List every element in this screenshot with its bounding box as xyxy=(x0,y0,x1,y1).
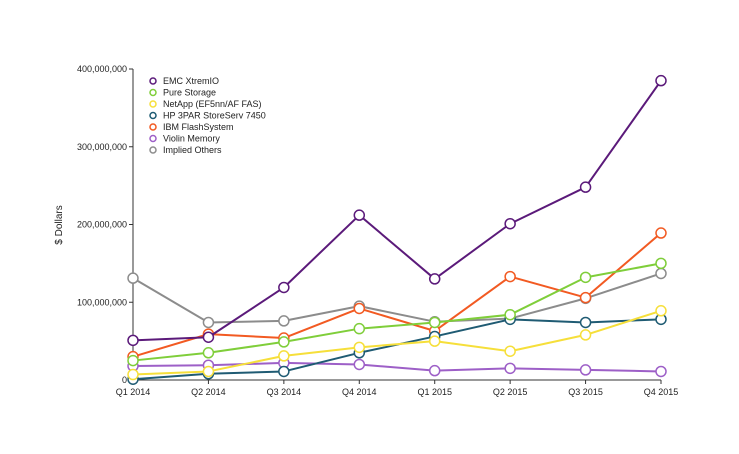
axes: 0 100,000,000 200,000,000 300,000,000 400,00… xyxy=(77,64,678,397)
series-line xyxy=(132,232,662,358)
data-point xyxy=(579,329,592,341)
series-netapp-ef5nn-af-fas- xyxy=(127,305,667,381)
legend-marker xyxy=(149,100,157,108)
data-point xyxy=(428,273,441,285)
data-point xyxy=(579,316,592,329)
legend-item: Violin Memory xyxy=(149,134,220,144)
legend-label: Implied Others xyxy=(163,145,222,155)
legend-item: HP 3PAR StoreServ 7450 xyxy=(149,111,266,121)
data-point xyxy=(504,308,516,321)
series-line xyxy=(132,262,662,362)
data-point xyxy=(353,322,366,335)
legend-label: HP 3PAR StoreServ 7450 xyxy=(163,111,266,121)
x-tick-label: Q3 2014 xyxy=(267,387,302,397)
data-point xyxy=(278,336,290,348)
legend-label: EMC XtremIO xyxy=(163,76,219,86)
data-point xyxy=(579,291,592,304)
legend-label: Violin Memory xyxy=(163,134,220,144)
x-tick-label: Q3 2015 xyxy=(568,387,603,397)
data-point xyxy=(504,345,516,357)
x-tick-label: Q1 2014 xyxy=(116,387,151,397)
legend-label: NetApp (EF5nn/AF FAS) xyxy=(163,99,262,109)
data-point xyxy=(579,181,592,193)
data-point xyxy=(202,365,215,378)
data-point xyxy=(202,347,215,359)
data-point xyxy=(504,217,516,230)
data-point xyxy=(278,365,290,378)
x-tick-label: Q4 2014 xyxy=(342,387,377,397)
legend-marker xyxy=(149,88,157,97)
y-tick-label: 200,000,000 xyxy=(77,220,127,230)
legend-marker xyxy=(149,134,157,143)
data-point xyxy=(127,368,139,381)
legend-item: IBM FlashSystem xyxy=(149,122,234,132)
data-point xyxy=(127,272,139,284)
legend-marker xyxy=(149,111,157,120)
data-point xyxy=(655,267,667,280)
y-axis-label: $ Dollars xyxy=(54,205,65,244)
data-point xyxy=(278,315,290,327)
series-line xyxy=(132,309,662,376)
legend-label: Pure Storage xyxy=(163,88,216,98)
x-tick-label: Q1 2015 xyxy=(417,387,452,397)
data-point xyxy=(202,316,215,329)
y-tick-label: 400,000,000 xyxy=(77,64,127,74)
data-point xyxy=(428,335,441,347)
data-point xyxy=(655,305,667,317)
y-tick-label: 100,000,000 xyxy=(77,297,127,307)
data-point xyxy=(655,257,667,270)
series-line xyxy=(132,80,662,342)
data-point xyxy=(428,316,441,329)
data-point xyxy=(278,350,290,362)
data-point xyxy=(579,364,592,376)
data-point xyxy=(655,227,667,239)
data-point xyxy=(655,365,667,378)
data-point xyxy=(353,358,366,371)
series-line xyxy=(132,361,662,373)
data-point xyxy=(353,302,366,315)
legend-marker xyxy=(149,146,157,154)
legend-item: NetApp (EF5nn/AF FAS) xyxy=(149,99,262,109)
data-point xyxy=(353,341,366,354)
data-point xyxy=(127,354,139,367)
legend-item: Pure Storage xyxy=(149,88,216,98)
legend-item: Implied Others xyxy=(149,145,222,155)
legend-marker xyxy=(149,123,157,131)
data-point xyxy=(278,281,290,294)
x-tick-label: Q4 2015 xyxy=(644,387,679,397)
legend-label: IBM FlashSystem xyxy=(163,122,234,132)
series-emc-xtremio xyxy=(127,74,667,347)
data-point xyxy=(504,270,516,283)
x-tick-label: Q2 2014 xyxy=(191,387,226,397)
data-point xyxy=(353,209,366,221)
legend-marker xyxy=(149,77,157,85)
data-point xyxy=(428,364,441,377)
data-point xyxy=(504,362,516,375)
x-tick-label: Q2 2015 xyxy=(493,387,528,397)
data-point xyxy=(655,74,667,87)
y-tick-label: 0 xyxy=(122,375,127,385)
data-point xyxy=(579,271,592,284)
data-point xyxy=(202,331,215,343)
series-line xyxy=(132,272,662,324)
data-point xyxy=(127,334,139,347)
legend-item: EMC XtremIO xyxy=(149,76,219,86)
series-pure-storage xyxy=(127,257,667,367)
y-tick-label: 300,000,000 xyxy=(77,142,127,152)
series-layer xyxy=(127,74,667,385)
